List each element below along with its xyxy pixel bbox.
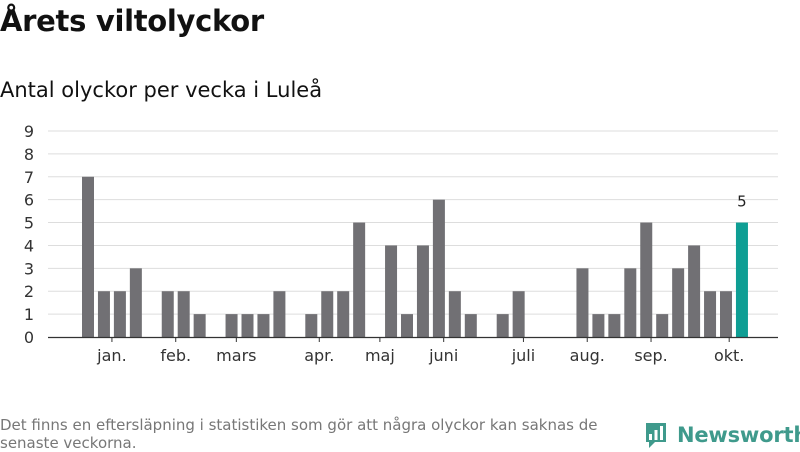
bar bbox=[672, 268, 685, 337]
bar bbox=[448, 291, 461, 337]
bar bbox=[193, 314, 206, 337]
y-tick-label: 1 bbox=[24, 305, 34, 324]
x-tick-label: juni bbox=[428, 346, 458, 365]
bar bbox=[640, 222, 653, 337]
bar bbox=[656, 314, 669, 337]
bar bbox=[113, 291, 126, 337]
bar bbox=[512, 291, 525, 337]
x-tick-label: mars bbox=[216, 346, 256, 365]
x-tick-label: apr. bbox=[304, 346, 334, 365]
y-tick-label: 4 bbox=[24, 236, 34, 255]
bar bbox=[321, 291, 334, 337]
bar bbox=[688, 245, 701, 337]
bar bbox=[592, 314, 605, 337]
bar bbox=[177, 291, 190, 337]
y-tick-label: 8 bbox=[24, 145, 34, 164]
x-tick-label: okt. bbox=[714, 346, 744, 365]
x-tick-label: feb. bbox=[160, 346, 191, 365]
bar bbox=[129, 268, 142, 337]
y-tick-label: 7 bbox=[24, 168, 34, 187]
brand-name: Newsworthy bbox=[677, 423, 800, 447]
bar bbox=[97, 291, 110, 337]
y-tick-label: 3 bbox=[24, 259, 34, 278]
y-tick-label: 9 bbox=[24, 122, 34, 141]
x-tick-label: aug. bbox=[570, 346, 605, 365]
x-tick-label: sep. bbox=[634, 346, 667, 365]
bar bbox=[257, 314, 270, 337]
x-tick-label: maj bbox=[365, 346, 395, 365]
bar bbox=[225, 314, 238, 337]
chart-title: Årets viltolyckor bbox=[0, 4, 264, 38]
x-tick-label: juli bbox=[511, 346, 535, 365]
bar bbox=[576, 268, 589, 337]
bar bbox=[416, 245, 429, 337]
bar bbox=[241, 314, 254, 337]
footnote: Det finns en eftersläpning i statistiken… bbox=[0, 416, 598, 452]
y-tick-label: 5 bbox=[24, 214, 34, 233]
bar bbox=[273, 291, 286, 337]
bar bbox=[464, 314, 477, 337]
bar bbox=[385, 245, 398, 337]
y-tick-label: 2 bbox=[24, 282, 34, 301]
bar bbox=[608, 314, 621, 337]
bar bbox=[496, 314, 509, 337]
newsworthy-logo[interactable]: Newsworthy bbox=[644, 420, 800, 450]
bar bbox=[337, 291, 350, 337]
bar-chart-logo-icon bbox=[646, 423, 666, 448]
y-tick-label: 6 bbox=[24, 191, 34, 210]
chart-subtitle: Antal olyckor per vecka i Luleå bbox=[0, 78, 323, 102]
bar bbox=[432, 199, 445, 337]
weekly-accidents-bar-chart: 0 1 2 3 4 5 6 7 8 9 5 jan. feb. mars apr. maj juni juli au… bbox=[24, 122, 778, 365]
highlight-value-label: 5 bbox=[737, 193, 747, 211]
bar bbox=[624, 268, 637, 337]
highlight-bar bbox=[735, 222, 748, 337]
bar bbox=[704, 291, 717, 337]
bar bbox=[161, 291, 174, 337]
y-tick-label: 0 bbox=[24, 328, 34, 347]
bar bbox=[305, 314, 318, 337]
x-tick-label: jan. bbox=[96, 346, 126, 365]
bar bbox=[720, 291, 732, 337]
bar bbox=[353, 222, 366, 337]
bar bbox=[82, 176, 94, 337]
bar bbox=[401, 314, 413, 337]
